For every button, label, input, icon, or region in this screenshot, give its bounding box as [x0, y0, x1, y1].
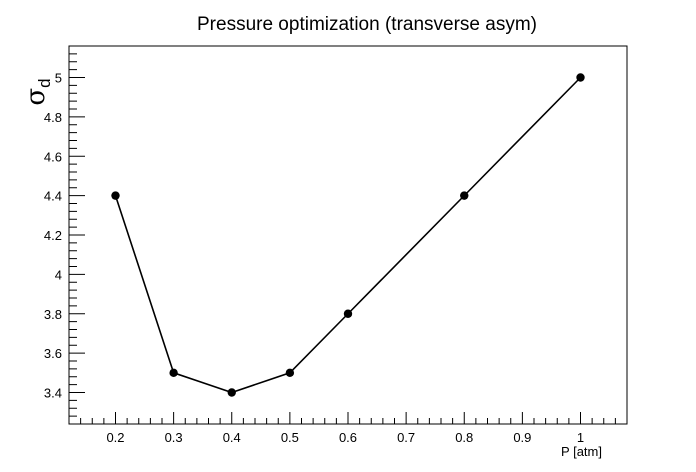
y-tick-label: 4.2	[44, 228, 62, 243]
x-tick-label: 0.8	[455, 430, 473, 445]
data-point	[227, 388, 236, 397]
y-axis-label: σ	[21, 88, 51, 106]
y-tick-label: 4	[55, 267, 62, 282]
plot-area: 0.2 0.3 0.4 0.5 0.6 0.7 0.8 0.9 1 3.4 3.6 3.8 4 4.2 4.…	[44, 45, 628, 445]
x-axis-label: P [atm]	[561, 444, 602, 459]
data-point	[576, 73, 585, 82]
chart-title: Pressure optimization (transverse asym)	[197, 14, 537, 35]
series-line	[114, 76, 582, 394]
y-axis-title: σd	[21, 78, 54, 105]
x-tick-label: 1	[577, 430, 584, 445]
x-tick-label: 0.9	[513, 430, 531, 445]
data-point	[285, 368, 295, 378]
data-point	[460, 191, 469, 200]
x-tick-label: 0.6	[339, 430, 357, 445]
y-tick-label: 4.4	[44, 189, 62, 204]
x-tick-label: 0.3	[165, 430, 183, 445]
x-tick-label: 0.5	[281, 430, 299, 445]
svg-text:σd: σd	[21, 78, 54, 105]
y-tick-label: 5	[55, 71, 62, 86]
y-axis-label-subscript: d	[35, 78, 54, 87]
x-tick-label: 0.2	[106, 430, 124, 445]
x-tick-label: 0.4	[223, 430, 241, 445]
y-tick-label: 4.8	[44, 110, 62, 125]
y-tick-label: 3.8	[44, 307, 62, 322]
data-point	[111, 191, 120, 200]
y-tick-label: 3.4	[44, 386, 62, 401]
data-point	[169, 368, 178, 378]
y-tick-label: 4.6	[44, 149, 62, 164]
data-point	[343, 309, 353, 318]
plot-frame	[68, 45, 628, 425]
y-tick-label: 3.6	[44, 346, 62, 361]
x-tick-label: 0.7	[397, 430, 415, 445]
